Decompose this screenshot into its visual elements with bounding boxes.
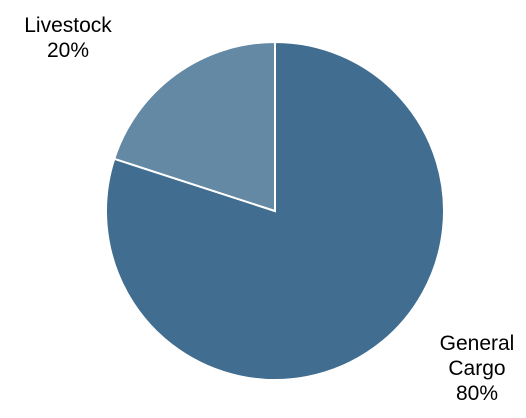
pie-slice-general-cargo: [105, 40, 445, 381]
slice-name: Cargo: [448, 357, 505, 380]
slice-labels: General Cargo 80% Livestock 20%: [24, 14, 514, 405]
slice-percent: 80%: [456, 382, 498, 405]
slice-label-livestock: Livestock 20%: [24, 14, 112, 62]
slice-name: General: [440, 332, 515, 355]
pie-slice-livestock: [113, 40, 276, 213]
slice-label-general-cargo: General Cargo 80%: [440, 332, 515, 405]
slice-name: Livestock: [24, 14, 112, 37]
slice-percent: 20%: [47, 39, 89, 62]
pie-slices: [105, 40, 445, 381]
